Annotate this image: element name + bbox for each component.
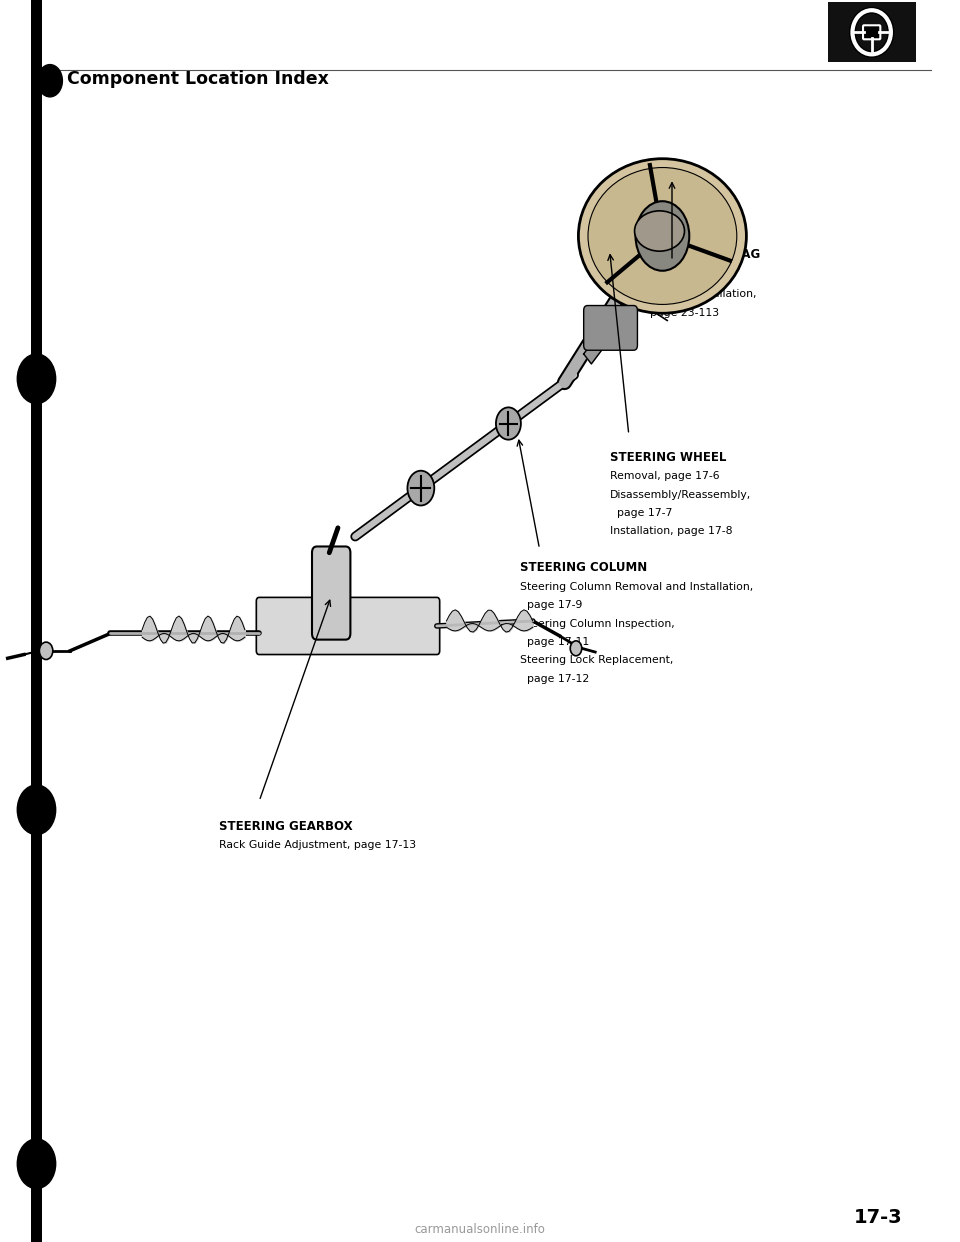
Circle shape bbox=[37, 65, 62, 97]
Text: Disassembly/Reassembly,: Disassembly/Reassembly, bbox=[610, 489, 751, 499]
Ellipse shape bbox=[578, 159, 747, 313]
Circle shape bbox=[407, 471, 434, 505]
Text: Removal/Installation,: Removal/Installation, bbox=[643, 289, 757, 299]
Text: page 17-9: page 17-9 bbox=[520, 600, 583, 610]
Ellipse shape bbox=[588, 168, 737, 304]
Text: Component Location Index: Component Location Index bbox=[67, 71, 329, 88]
Text: Steering Column Inspection,: Steering Column Inspection, bbox=[520, 619, 675, 628]
Text: ASSEMBLY: ASSEMBLY bbox=[643, 268, 711, 282]
Text: carmanualsonline.info: carmanualsonline.info bbox=[415, 1223, 545, 1236]
FancyBboxPatch shape bbox=[584, 306, 637, 350]
FancyBboxPatch shape bbox=[828, 2, 916, 62]
Circle shape bbox=[570, 641, 582, 656]
FancyBboxPatch shape bbox=[31, 0, 42, 1242]
Text: Removal, page 17-6: Removal, page 17-6 bbox=[610, 471, 719, 482]
Circle shape bbox=[496, 407, 521, 440]
Text: 17-3: 17-3 bbox=[853, 1207, 902, 1227]
FancyBboxPatch shape bbox=[312, 546, 350, 640]
Circle shape bbox=[17, 785, 56, 835]
Text: Steering Column Removal and Installation,: Steering Column Removal and Installation… bbox=[520, 581, 754, 592]
Circle shape bbox=[636, 201, 689, 271]
Ellipse shape bbox=[635, 211, 684, 251]
Text: page 17-11: page 17-11 bbox=[520, 637, 589, 647]
Polygon shape bbox=[584, 313, 622, 364]
Text: page 17-7: page 17-7 bbox=[610, 508, 672, 518]
FancyBboxPatch shape bbox=[256, 597, 440, 655]
Circle shape bbox=[17, 354, 56, 404]
Text: STEERING GEARBOX: STEERING GEARBOX bbox=[219, 820, 352, 832]
Text: page 23-113: page 23-113 bbox=[643, 308, 719, 318]
Text: Steering Lock Replacement,: Steering Lock Replacement, bbox=[520, 656, 674, 666]
Text: STEERING WHEEL: STEERING WHEEL bbox=[610, 451, 726, 463]
Text: DRIVER’S AIRBAG: DRIVER’S AIRBAG bbox=[643, 248, 760, 261]
Text: Installation, page 17-8: Installation, page 17-8 bbox=[610, 527, 732, 537]
Text: STEERING COLUMN: STEERING COLUMN bbox=[520, 561, 648, 574]
Text: page 17-12: page 17-12 bbox=[520, 673, 589, 684]
Circle shape bbox=[39, 642, 53, 660]
FancyBboxPatch shape bbox=[863, 25, 880, 40]
Text: Rack Guide Adjustment, page 17-13: Rack Guide Adjustment, page 17-13 bbox=[219, 840, 416, 851]
Circle shape bbox=[17, 1139, 56, 1189]
